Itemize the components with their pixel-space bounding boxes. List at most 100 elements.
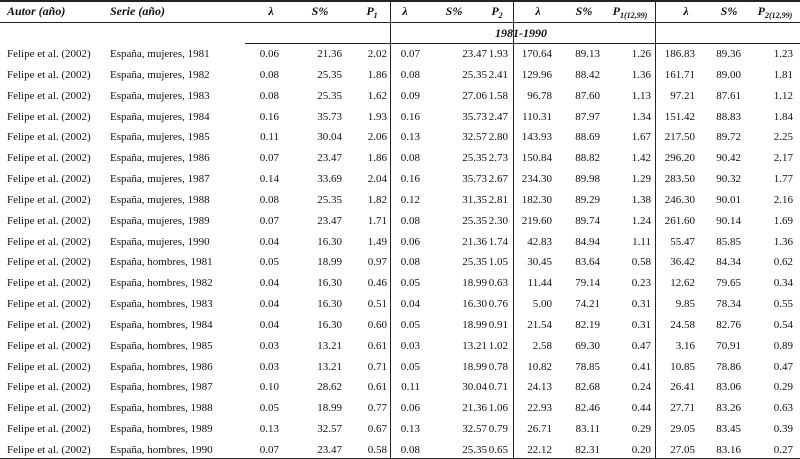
table-cell: 0.39: [773, 423, 793, 436]
table-cell: 0.05: [259, 256, 279, 269]
table-cell: 0.08: [259, 193, 279, 206]
table-cell: 0.04: [259, 235, 279, 248]
column-header: Serie (año): [110, 4, 165, 18]
table-cell: 150.84: [521, 152, 552, 165]
table-cell: 0.14: [259, 173, 279, 186]
table-cell: 82.68: [575, 381, 600, 394]
table-cell: 2.16: [773, 193, 793, 206]
table-cell: 25.35: [317, 89, 342, 102]
row-label: Felipe et al. (2002): [7, 443, 91, 456]
column-divider: [655, 0, 656, 459]
header-text: S%: [720, 4, 738, 18]
row-label: Felipe et al. (2002): [7, 423, 91, 436]
table-cell: 25.35: [462, 443, 487, 456]
table-cell: 1.38: [631, 193, 651, 206]
table-cell: 0.62: [773, 256, 793, 269]
table-cell: 32.57: [462, 423, 487, 436]
table-cell: 35.73: [462, 173, 487, 186]
table-cell: 22.12: [527, 443, 552, 456]
table-cell: 70.91: [716, 339, 741, 352]
row-label: España, hombres, 1981: [110, 256, 213, 269]
table-cell: 0.34: [773, 277, 793, 290]
table-cell: 25.35: [317, 68, 342, 81]
table-cell: 28.62: [317, 381, 342, 394]
header-text: P: [612, 4, 621, 18]
table-cell: 18.99: [462, 360, 487, 373]
table-cell: 13.21: [462, 339, 487, 352]
table-cell: 2.17: [773, 152, 793, 165]
table-cell: 26.71: [527, 423, 552, 436]
table-cell: 0.29: [773, 381, 793, 394]
table-cell: 2.25: [773, 131, 793, 144]
table-cell: 0.04: [259, 277, 279, 290]
table-cell: 87.60: [575, 89, 600, 102]
table-cell: 23.47: [462, 48, 487, 60]
header-subscript: 2(12,99): [765, 11, 793, 20]
table-cell: 0.08: [400, 214, 420, 227]
row-label: Felipe et al. (2002): [7, 173, 91, 186]
table-cell: 0.31: [631, 298, 651, 311]
table-cell: 32.57: [462, 131, 487, 144]
table-cell: 25.35: [317, 193, 342, 206]
table-cell: 1.11: [632, 235, 651, 248]
header-text: S%: [311, 4, 329, 18]
table-cell: 182.30: [521, 193, 552, 206]
period-label: 1981-1990: [495, 26, 547, 40]
header-text: S%: [575, 4, 593, 18]
table-cell: 9.85: [675, 298, 695, 311]
table-cell: 151.42: [664, 110, 695, 123]
table-cell: 0.08: [400, 443, 420, 456]
table-cell: 2.30: [488, 214, 508, 227]
table-cell: 83.16: [716, 443, 741, 456]
table-cell: 31.35: [462, 193, 487, 206]
table-cell: 0.03: [259, 360, 279, 373]
table-cell: 0.11: [260, 131, 279, 144]
table-cell: 0.89: [773, 339, 793, 352]
table-cell: 0.07: [259, 443, 279, 456]
table-cell: 21.36: [317, 48, 342, 60]
row-label: Felipe et al. (2002): [7, 339, 91, 352]
table-cell: 0.06: [400, 402, 420, 415]
table-cell: 161.71: [664, 68, 695, 81]
table-cell: 18.99: [462, 277, 487, 290]
row-label: España, hombres, 1988: [110, 402, 213, 415]
table-cell: 296.20: [664, 152, 695, 165]
table-cell: 29.05: [670, 423, 695, 436]
table-cell: 0.60: [367, 318, 387, 331]
table-cell: 10.82: [527, 360, 552, 373]
table-cell: 24.58: [670, 318, 695, 331]
header-text: λ: [683, 4, 689, 18]
table-cell: 89.72: [716, 131, 741, 144]
table-cell: 110.31: [522, 110, 552, 123]
table-cell: 83.64: [575, 256, 600, 269]
table-cell: 13.21: [317, 360, 342, 373]
column-header: P1(12,99): [612, 4, 648, 20]
table-cell: 0.46: [367, 277, 387, 290]
table-cell: 1.36: [631, 68, 651, 81]
table-cell: 0.77: [367, 402, 387, 415]
table-cell: 0.05: [259, 402, 279, 415]
table-cell: 0.16: [400, 173, 420, 186]
table-cell: 2.02: [367, 48, 387, 60]
table-cell: 1.49: [367, 235, 387, 248]
header-subscript: 1: [373, 11, 378, 20]
table-cell: 0.20: [631, 443, 651, 456]
table-cell: 89.00: [716, 68, 741, 81]
table-cell: 0.08: [400, 68, 420, 81]
table-cell: 10.85: [670, 360, 695, 373]
table-cell: 97.21: [670, 89, 695, 102]
table-cell: 30.04: [462, 381, 487, 394]
table-cell: 0.07: [259, 214, 279, 227]
table-cell: 2.73: [488, 152, 508, 165]
table-cell: 11.44: [527, 277, 552, 290]
table-cell: 12.62: [670, 277, 695, 290]
table-cell: 1.74: [488, 235, 508, 248]
table-cell: 2.67: [488, 173, 508, 186]
table-cell: 1.05: [488, 256, 508, 269]
row-label: Felipe et al. (2002): [7, 318, 91, 331]
table-cell: 0.13: [400, 131, 420, 144]
table-cell: 23.47: [317, 214, 342, 227]
table-cell: 0.03: [400, 339, 420, 352]
table-cell: 246.30: [664, 193, 695, 206]
table-cell: 143.93: [521, 131, 552, 144]
